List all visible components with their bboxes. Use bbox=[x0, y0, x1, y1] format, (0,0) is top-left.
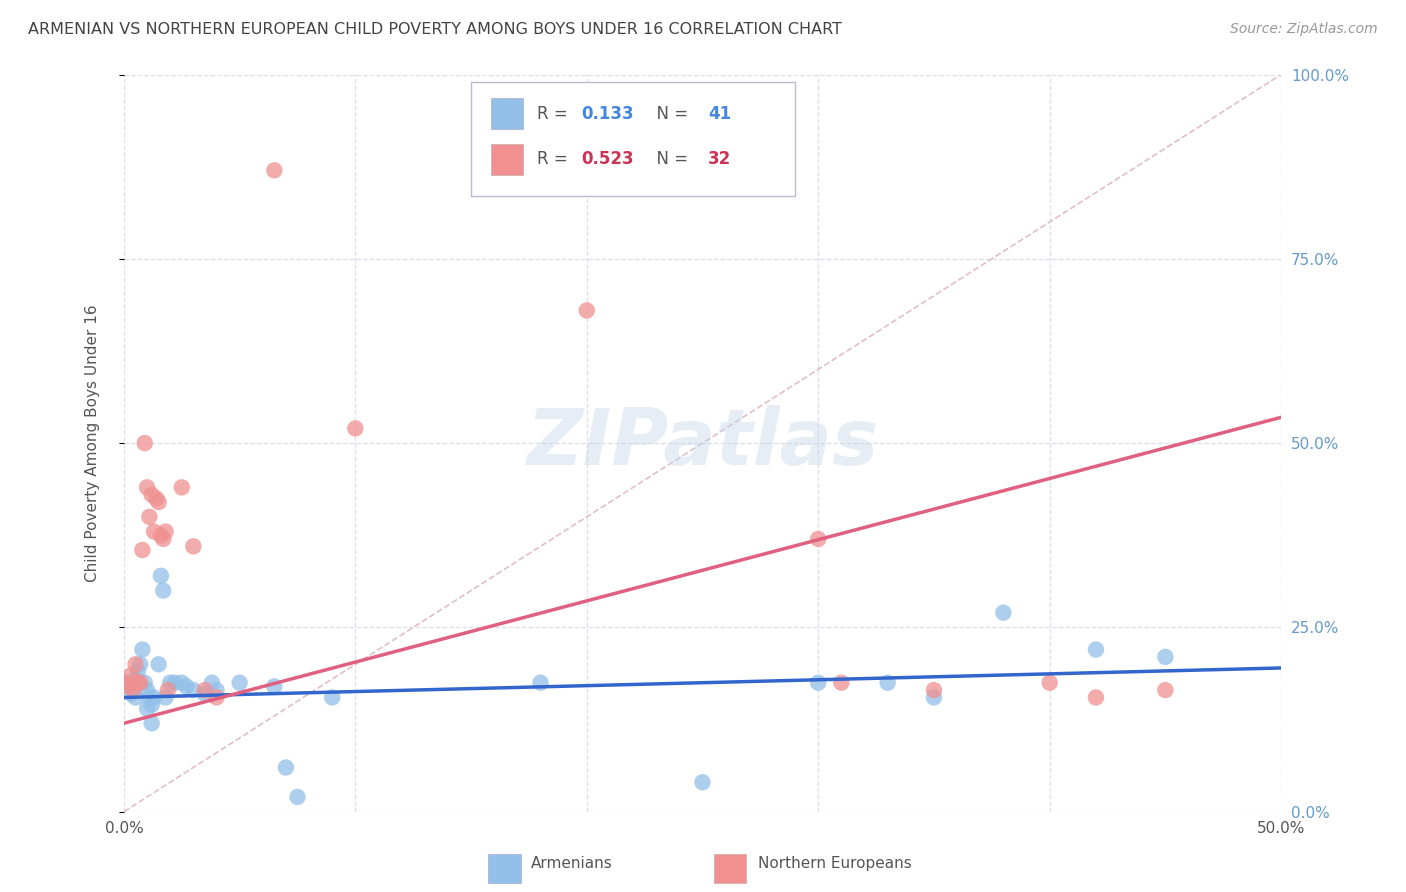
Point bbox=[115, 675, 138, 690]
FancyBboxPatch shape bbox=[471, 82, 794, 196]
Point bbox=[194, 683, 217, 698]
Point bbox=[205, 683, 228, 698]
Point bbox=[170, 675, 193, 690]
Point bbox=[120, 668, 142, 682]
Point bbox=[876, 675, 898, 690]
Text: Armenians: Armenians bbox=[531, 855, 613, 871]
FancyBboxPatch shape bbox=[491, 98, 523, 129]
Text: Northern Europeans: Northern Europeans bbox=[758, 855, 912, 871]
Point bbox=[136, 701, 159, 715]
Text: 41: 41 bbox=[709, 104, 731, 122]
Point bbox=[122, 683, 145, 698]
Point bbox=[922, 690, 945, 705]
Point bbox=[807, 675, 830, 690]
Point bbox=[205, 690, 228, 705]
Point bbox=[120, 687, 142, 701]
Point bbox=[143, 690, 166, 705]
Point bbox=[117, 680, 139, 694]
Point bbox=[141, 488, 163, 502]
Point bbox=[141, 716, 163, 731]
Point bbox=[138, 509, 160, 524]
Point bbox=[274, 760, 297, 774]
Point bbox=[1039, 675, 1062, 690]
Point bbox=[183, 683, 205, 698]
Point bbox=[263, 163, 285, 178]
Point bbox=[131, 543, 153, 558]
Point bbox=[115, 675, 138, 690]
Point bbox=[149, 569, 172, 583]
Point bbox=[170, 480, 193, 494]
Text: 32: 32 bbox=[709, 150, 731, 169]
Point bbox=[194, 687, 217, 701]
Point bbox=[159, 675, 181, 690]
Text: ZIPatlas: ZIPatlas bbox=[526, 405, 879, 481]
Point bbox=[1154, 683, 1177, 698]
Point bbox=[156, 683, 179, 698]
Text: R =: R = bbox=[537, 104, 574, 122]
Point bbox=[807, 532, 830, 546]
Point bbox=[263, 680, 285, 694]
Point bbox=[287, 789, 309, 804]
Point bbox=[692, 775, 714, 789]
Point bbox=[117, 680, 139, 694]
Point bbox=[145, 491, 167, 506]
FancyBboxPatch shape bbox=[714, 854, 747, 883]
Point bbox=[124, 690, 146, 705]
Point bbox=[124, 657, 146, 672]
Point bbox=[127, 665, 149, 679]
Text: Source: ZipAtlas.com: Source: ZipAtlas.com bbox=[1230, 22, 1378, 37]
Point bbox=[1084, 690, 1107, 705]
FancyBboxPatch shape bbox=[491, 144, 523, 175]
Point bbox=[163, 675, 186, 690]
Point bbox=[155, 690, 177, 705]
FancyBboxPatch shape bbox=[488, 854, 520, 883]
Point bbox=[129, 657, 152, 672]
Point bbox=[134, 436, 156, 450]
Point bbox=[152, 583, 174, 598]
Point bbox=[136, 683, 159, 698]
Text: R =: R = bbox=[537, 150, 574, 169]
Point bbox=[575, 303, 598, 318]
Point bbox=[152, 532, 174, 546]
Text: 0.523: 0.523 bbox=[581, 150, 634, 169]
Point bbox=[149, 528, 172, 542]
Point bbox=[136, 480, 159, 494]
Text: N =: N = bbox=[645, 150, 693, 169]
Text: 0.133: 0.133 bbox=[581, 104, 634, 122]
Point bbox=[134, 675, 156, 690]
Point bbox=[176, 680, 198, 694]
Point bbox=[124, 672, 146, 686]
Point bbox=[183, 539, 205, 553]
Text: N =: N = bbox=[645, 104, 693, 122]
Point bbox=[529, 675, 551, 690]
Point bbox=[321, 690, 343, 705]
Point bbox=[127, 675, 149, 690]
Point bbox=[344, 421, 367, 435]
Point bbox=[148, 495, 170, 509]
Point bbox=[143, 524, 166, 539]
Y-axis label: Child Poverty Among Boys Under 16: Child Poverty Among Boys Under 16 bbox=[86, 304, 100, 582]
Point bbox=[141, 698, 163, 712]
Point bbox=[830, 675, 852, 690]
Point bbox=[155, 524, 177, 539]
Text: ARMENIAN VS NORTHERN EUROPEAN CHILD POVERTY AMONG BOYS UNDER 16 CORRELATION CHAR: ARMENIAN VS NORTHERN EUROPEAN CHILD POVE… bbox=[28, 22, 842, 37]
Point bbox=[228, 675, 250, 690]
Point bbox=[131, 642, 153, 657]
Point bbox=[1154, 649, 1177, 664]
Point bbox=[122, 675, 145, 690]
Point bbox=[922, 683, 945, 698]
Point bbox=[201, 675, 224, 690]
Point bbox=[129, 675, 152, 690]
Point bbox=[148, 657, 170, 672]
Point bbox=[993, 606, 1015, 620]
Point bbox=[138, 690, 160, 705]
Point bbox=[1084, 642, 1107, 657]
